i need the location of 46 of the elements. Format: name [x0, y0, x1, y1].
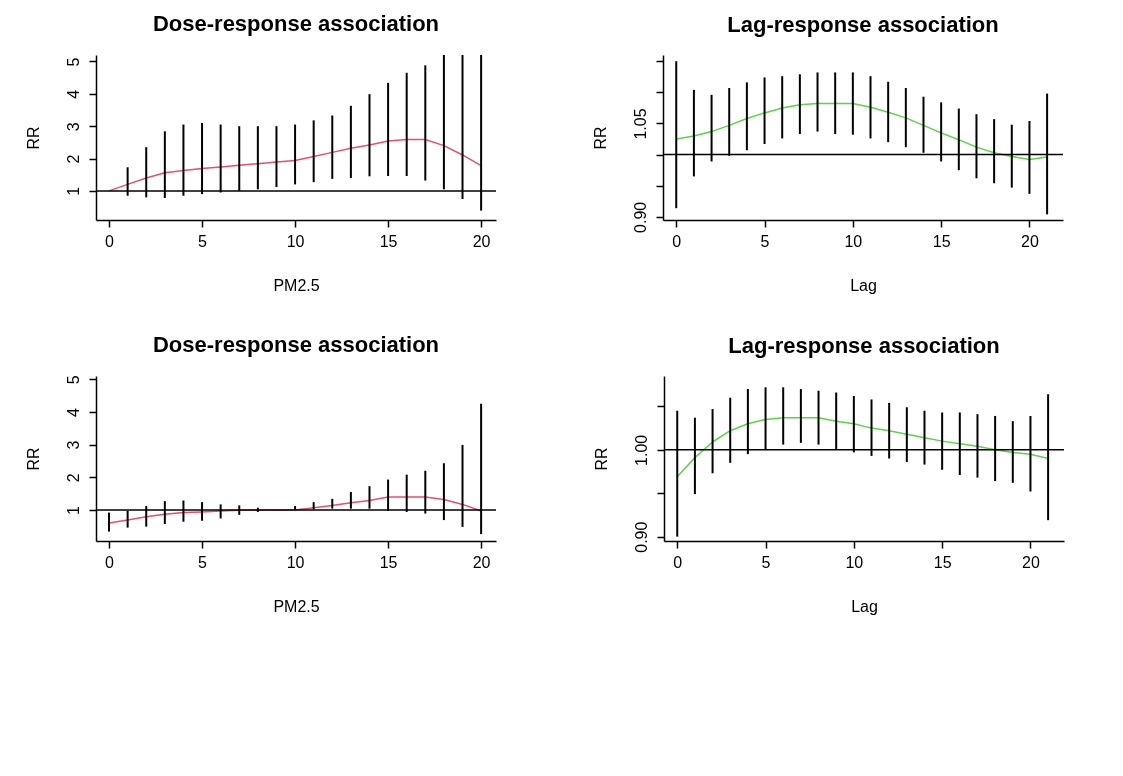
x-tick-label: 15 — [933, 553, 952, 571]
x-tick-label: 5 — [761, 553, 771, 571]
y-tick-label: 1 — [64, 186, 82, 196]
y-tick-label: 2 — [64, 473, 82, 483]
x-tick-label: 10 — [286, 553, 305, 571]
x-tick-label: 0 — [673, 553, 683, 571]
y-axis-title: RR — [592, 447, 610, 471]
x-tick-label: 0 — [105, 553, 115, 571]
y-tick-label: 0.90 — [632, 521, 650, 553]
y-tick-label: 5 — [64, 375, 82, 385]
chart-title: Lag-response association — [728, 333, 1000, 358]
y-axis-title: RR — [24, 126, 42, 150]
x-axis-title: Lag — [851, 597, 878, 615]
x-tick-label: 20 — [1021, 232, 1039, 250]
y-tick-label: 0.90 — [631, 201, 649, 233]
x-tick-label: 0 — [672, 232, 682, 250]
y-tick-label: 1.05 — [631, 108, 649, 140]
x-tick-label: 15 — [932, 232, 951, 250]
y-tick-label: 1.00 — [632, 434, 650, 466]
x-axis-title: PM2.5 — [273, 597, 320, 615]
x-tick-label: 10 — [844, 232, 863, 250]
x-tick-label: 5 — [198, 553, 208, 571]
x-axis-title: Lag — [850, 276, 877, 294]
x-tick-label: 10 — [286, 232, 305, 250]
y-tick-label: 3 — [64, 122, 82, 132]
y-tick-label: 4 — [64, 407, 82, 417]
y-tick-label: 3 — [64, 440, 82, 450]
x-tick-label: 20 — [1022, 553, 1040, 571]
x-axis-title: PM2.5 — [273, 276, 320, 294]
y-tick-label: 1 — [64, 505, 82, 515]
y-axis-title: RR — [24, 447, 42, 471]
y-tick-label: 4 — [64, 89, 82, 99]
x-tick-label: 20 — [472, 553, 491, 571]
x-tick-label: 5 — [760, 232, 770, 250]
x-tick-label: 15 — [379, 232, 398, 250]
chart-title: Dose-response association — [152, 331, 440, 357]
x-tick-label: 10 — [845, 553, 864, 571]
y-tick-label: 5 — [64, 57, 82, 67]
y-tick-label: 2 — [64, 154, 82, 164]
x-tick-label: 0 — [105, 232, 115, 250]
y-axis-title: RR — [591, 126, 609, 150]
x-tick-label: 15 — [379, 553, 398, 571]
chart-title: Dose-response association — [152, 11, 440, 36]
x-tick-label: 5 — [198, 232, 208, 250]
chart-title: Lag-response association — [727, 12, 999, 37]
x-tick-label: 20 — [472, 232, 491, 250]
